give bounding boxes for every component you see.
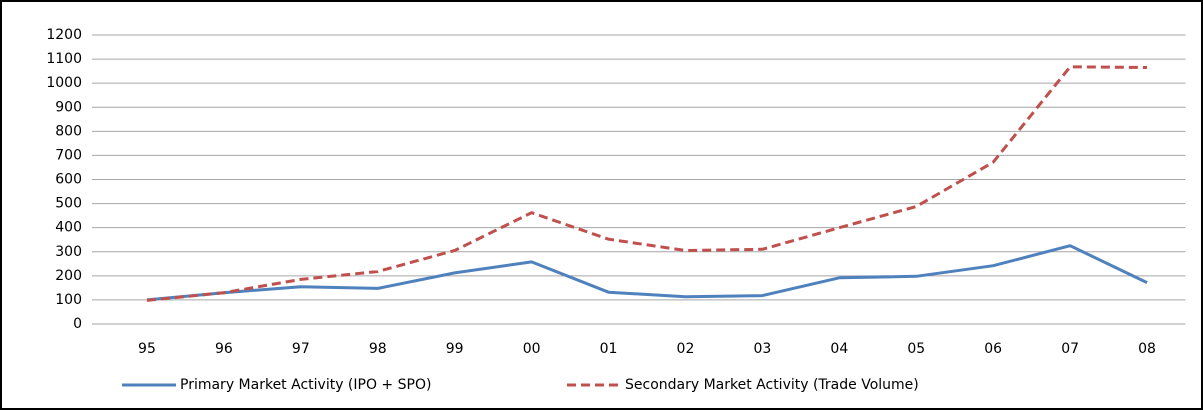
x-tick-label: 98 bbox=[369, 341, 387, 357]
series-line bbox=[146, 65, 1148, 302]
x-tick-label: 02 bbox=[677, 341, 695, 357]
x-tick-label: 95 bbox=[138, 341, 156, 357]
y-tick-label: 0 bbox=[73, 316, 82, 332]
x-tick-label: 04 bbox=[830, 341, 848, 357]
x-tick-label: 99 bbox=[446, 341, 464, 357]
x-tick-label: 96 bbox=[215, 341, 233, 357]
y-tick-label: 400 bbox=[55, 220, 82, 236]
x-tick-label: 97 bbox=[292, 341, 310, 357]
y-tick-label: 600 bbox=[55, 172, 82, 188]
y-tick-label: 1100 bbox=[46, 51, 82, 67]
y-tick-label: 1000 bbox=[46, 75, 82, 91]
legend-label: Primary Market Activity (IPO + SPO) bbox=[180, 377, 431, 393]
y-tick-label: 700 bbox=[55, 147, 82, 163]
y-tick-label: 500 bbox=[55, 196, 82, 212]
y-tick-label: 900 bbox=[55, 99, 82, 115]
y-tick-label: 200 bbox=[55, 268, 82, 284]
x-tick-label: 07 bbox=[1061, 341, 1079, 357]
x-tick-label: 06 bbox=[984, 341, 1002, 357]
y-tick-label: 100 bbox=[55, 292, 82, 308]
x-tick-label: 03 bbox=[753, 341, 771, 357]
x-tick-label: 05 bbox=[907, 341, 925, 357]
series-line bbox=[146, 244, 1148, 302]
y-tick-label: 300 bbox=[55, 244, 82, 260]
y-tick-label: 800 bbox=[55, 123, 82, 139]
x-tick-label: 01 bbox=[600, 341, 618, 357]
y-tick-label: 1200 bbox=[46, 27, 82, 43]
x-tick-label: 00 bbox=[523, 341, 541, 357]
x-tick-label: 08 bbox=[1138, 341, 1156, 357]
legend-label: Secondary Market Activity (Trade Volume) bbox=[625, 377, 919, 393]
